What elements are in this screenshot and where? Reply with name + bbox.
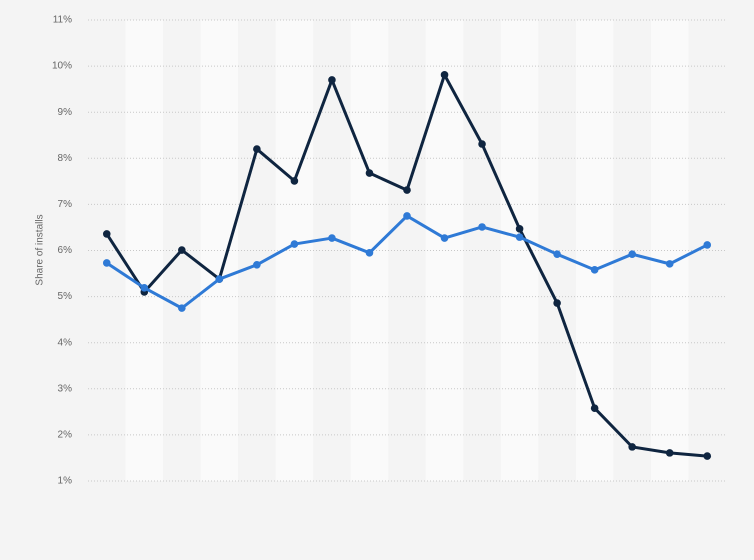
data-point	[365, 249, 374, 257]
data-point	[478, 223, 486, 231]
y-tick-label: 3%	[58, 383, 73, 394]
data-point	[178, 246, 186, 254]
data-point	[290, 240, 299, 248]
data-point	[703, 241, 712, 249]
data-point	[403, 212, 411, 220]
data-point	[553, 250, 561, 258]
data-point	[290, 177, 299, 185]
data-point	[253, 260, 261, 269]
data-point	[515, 225, 524, 233]
data-point	[665, 260, 674, 268]
data-point	[440, 234, 449, 242]
y-tick-label: 1%	[58, 476, 73, 487]
y-tick-label: 8%	[58, 153, 73, 164]
y-tick-label: 4%	[58, 337, 73, 348]
y-tick-label: 10%	[52, 61, 72, 72]
data-point	[590, 404, 599, 412]
y-tick-label: 9%	[58, 107, 73, 118]
y-tick-label: 7%	[58, 199, 73, 210]
data-point	[140, 284, 149, 292]
data-point	[703, 452, 712, 460]
data-point	[440, 71, 449, 79]
data-point	[628, 443, 636, 451]
data-point	[328, 234, 336, 242]
data-point	[328, 76, 336, 84]
data-point	[628, 250, 636, 258]
data-point	[178, 304, 186, 312]
data-point	[590, 266, 599, 274]
data-point	[215, 275, 224, 283]
data-point	[102, 259, 111, 267]
data-point	[253, 145, 261, 153]
column-band	[200, 20, 239, 481]
y-tick-label: 2%	[58, 430, 73, 441]
data-point	[403, 186, 411, 194]
data-point	[365, 169, 374, 177]
y-tick-label: 5%	[58, 291, 73, 302]
y-axis-label: Share of installs	[35, 214, 46, 285]
data-point	[553, 299, 561, 307]
data-point	[515, 233, 524, 241]
data-point	[478, 140, 486, 148]
y-tick-label: 11%	[53, 15, 72, 26]
column-band	[125, 20, 164, 481]
data-point	[102, 230, 111, 238]
y-tick-label: 6%	[58, 245, 73, 256]
data-point	[665, 449, 674, 457]
